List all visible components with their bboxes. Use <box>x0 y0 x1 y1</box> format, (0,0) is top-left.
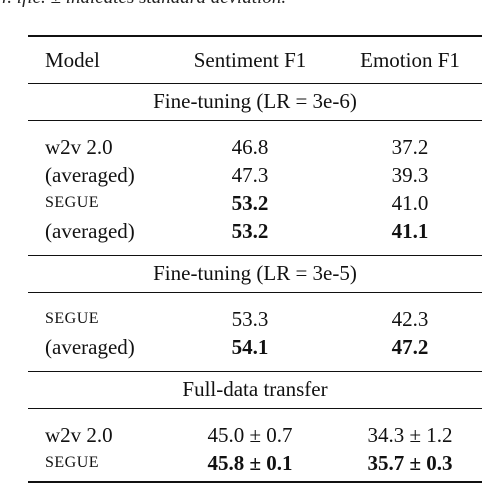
column-header: Emotion F1 <box>360 48 460 72</box>
section-title: Full-data transfer <box>182 377 328 401</box>
table-cell: 34.3 ± 1.2 <box>367 423 453 447</box>
table-rule <box>28 35 482 37</box>
column-header: Sentiment F1 <box>193 48 307 72</box>
table-rule <box>28 481 482 483</box>
table-cell: 42.3 <box>391 307 429 331</box>
section-title: Fine-tuning (LR = 3e-6) <box>153 89 357 113</box>
table-rule <box>28 292 482 294</box>
table-cell: 37.2 <box>391 135 429 159</box>
table-rule <box>28 255 482 257</box>
table-cell: 53.2 <box>231 219 269 243</box>
table-cell: 46.8 <box>231 135 269 159</box>
model-name: w2v 2.0 <box>45 423 113 447</box>
table-cell: 45.0 ± 0.7 <box>207 423 293 447</box>
section-title: Fine-tuning (LR = 3e-5) <box>153 261 357 285</box>
model-name: SEGUE <box>45 454 100 471</box>
table-rule <box>28 83 482 85</box>
caption: r. ific. ± indicates standard deviation. <box>2 0 286 9</box>
table-rule <box>28 408 482 410</box>
model-name: (averaged) <box>45 219 135 243</box>
table-cell: 47.3 <box>231 163 269 187</box>
table-cell: 47.2 <box>391 335 429 359</box>
model-name: (averaged) <box>45 335 135 359</box>
model-name: SEGUE <box>45 194 100 211</box>
table-cell: 41.0 <box>391 191 429 215</box>
model-name: (averaged) <box>45 163 135 187</box>
model-name: SEGUE <box>45 310 100 327</box>
table-cell: 45.8 ± 0.1 <box>207 451 293 475</box>
table-cell: 53.2 <box>231 191 269 215</box>
table-cell: 35.7 ± 0.3 <box>367 451 453 475</box>
table-rule <box>28 371 482 373</box>
table-cell: 54.1 <box>231 335 269 359</box>
table-cell: 39.3 <box>391 163 429 187</box>
table-cell: 53.3 <box>231 307 269 331</box>
table-cell: 41.1 <box>391 219 429 243</box>
column-header: Model <box>45 48 100 72</box>
table-rule <box>28 120 482 122</box>
model-name: w2v 2.0 <box>45 135 113 159</box>
